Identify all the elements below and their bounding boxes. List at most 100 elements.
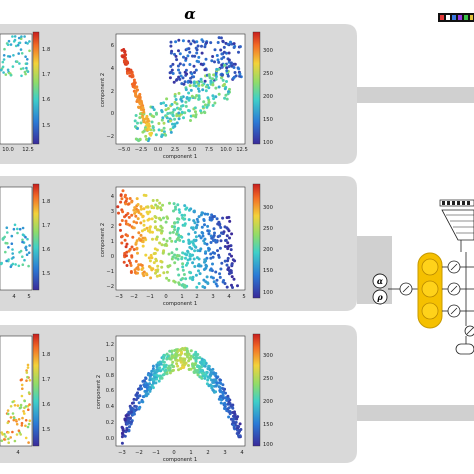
scatter-point (27, 391, 31, 394)
scatter-point (158, 366, 162, 370)
scatter-point (162, 126, 166, 130)
scatter-point (207, 384, 211, 388)
scatter-point (136, 217, 140, 221)
scatter-point (227, 397, 231, 401)
scatter-point (24, 419, 28, 422)
scatter-point (204, 103, 207, 107)
ytick: 0.2 (106, 420, 114, 426)
scatter-point (211, 94, 215, 98)
ytick: 0.0 (106, 436, 114, 442)
scatter-point (123, 238, 127, 242)
scatter-point (198, 356, 202, 360)
scatter-point (238, 434, 242, 438)
scatter-point (209, 79, 213, 83)
scatter-point (197, 282, 201, 285)
scatter-point (19, 48, 23, 51)
scatter-point (193, 249, 197, 253)
scatter-point (19, 37, 23, 40)
scatter-point (131, 226, 135, 230)
colorbar-tick: 1.6 (42, 247, 50, 253)
scatter-point (169, 64, 173, 68)
scatter-point (21, 263, 25, 267)
scatter-point (175, 58, 179, 62)
scatter-point (137, 401, 141, 405)
scatter-point (220, 73, 224, 77)
scatter-point (185, 96, 189, 100)
scatter-point (150, 120, 154, 124)
scatter-point (157, 122, 161, 125)
scatter-point (27, 441, 30, 444)
scatter-point (21, 226, 25, 230)
scatter-point (9, 43, 13, 46)
scatter-point (137, 263, 141, 267)
scatter-point (119, 228, 122, 232)
scatter-point (7, 431, 10, 434)
scatter-point (159, 224, 163, 228)
scatter-point (189, 119, 192, 122)
scatter-point (216, 58, 220, 62)
scatter-point (167, 252, 171, 256)
scatter-point (210, 236, 214, 240)
scatter-point (192, 209, 196, 213)
colorbar-tick: 150 (263, 422, 273, 428)
scatter-point (134, 214, 138, 218)
scatter-point (214, 77, 218, 81)
scatter-point (187, 91, 191, 95)
scatter-point (12, 418, 16, 422)
scatter-point (187, 353, 191, 356)
xtick: −1 (146, 294, 154, 300)
left-colorbar-1 (32, 31, 40, 145)
scatter-point (136, 265, 140, 269)
scatter-point (170, 369, 174, 373)
scatter-point (233, 71, 237, 74)
scatter-point (131, 412, 135, 416)
xtick: 2.5 (171, 147, 179, 153)
scatter-point (158, 360, 162, 364)
scatter-point (144, 194, 148, 197)
xtick: 4 (227, 294, 231, 300)
scatter-point (127, 410, 131, 414)
scatter-point (195, 94, 199, 97)
scatter-point (191, 275, 195, 279)
scatter-point (176, 220, 180, 224)
scatter-point (4, 435, 7, 438)
scatter-point (26, 42, 29, 45)
scatter-point (186, 80, 190, 84)
scatter-point (161, 357, 165, 361)
scatter-point (158, 241, 162, 245)
scatter-point (145, 122, 149, 126)
scatter-point (125, 254, 128, 258)
scatter-point (181, 76, 185, 80)
scatter-point (213, 101, 217, 105)
scatter-point (9, 436, 12, 439)
scatter-point (193, 245, 197, 249)
scatter-point (24, 235, 27, 239)
scatter-point (24, 245, 28, 249)
scatter-point (138, 116, 142, 120)
scatter-point (165, 116, 169, 120)
scatter-point (227, 51, 231, 55)
scatter-point (176, 64, 180, 68)
xtick: 5.0 (188, 147, 196, 153)
left-xtick: 4 (16, 450, 20, 456)
scatter-point (124, 213, 128, 217)
scatter-point (24, 72, 27, 76)
scatter-point (232, 417, 236, 421)
scatter-point (134, 241, 138, 245)
scatter-point (187, 218, 191, 222)
scatter-point (223, 245, 227, 248)
scatter-point (199, 236, 203, 240)
scatter-point (199, 77, 203, 81)
scatter-point (168, 201, 171, 205)
scatter-point (150, 384, 154, 388)
scatter-point (238, 422, 242, 426)
scatter-point (20, 35, 23, 38)
scatter-point (210, 59, 214, 63)
scatter-point (195, 40, 199, 44)
xtick: −1 (152, 450, 160, 456)
scatter-point (126, 68, 130, 72)
scatter-point (142, 270, 146, 274)
scatter-point (230, 263, 234, 267)
scatter-point (199, 369, 203, 373)
scatter-point (152, 378, 156, 382)
